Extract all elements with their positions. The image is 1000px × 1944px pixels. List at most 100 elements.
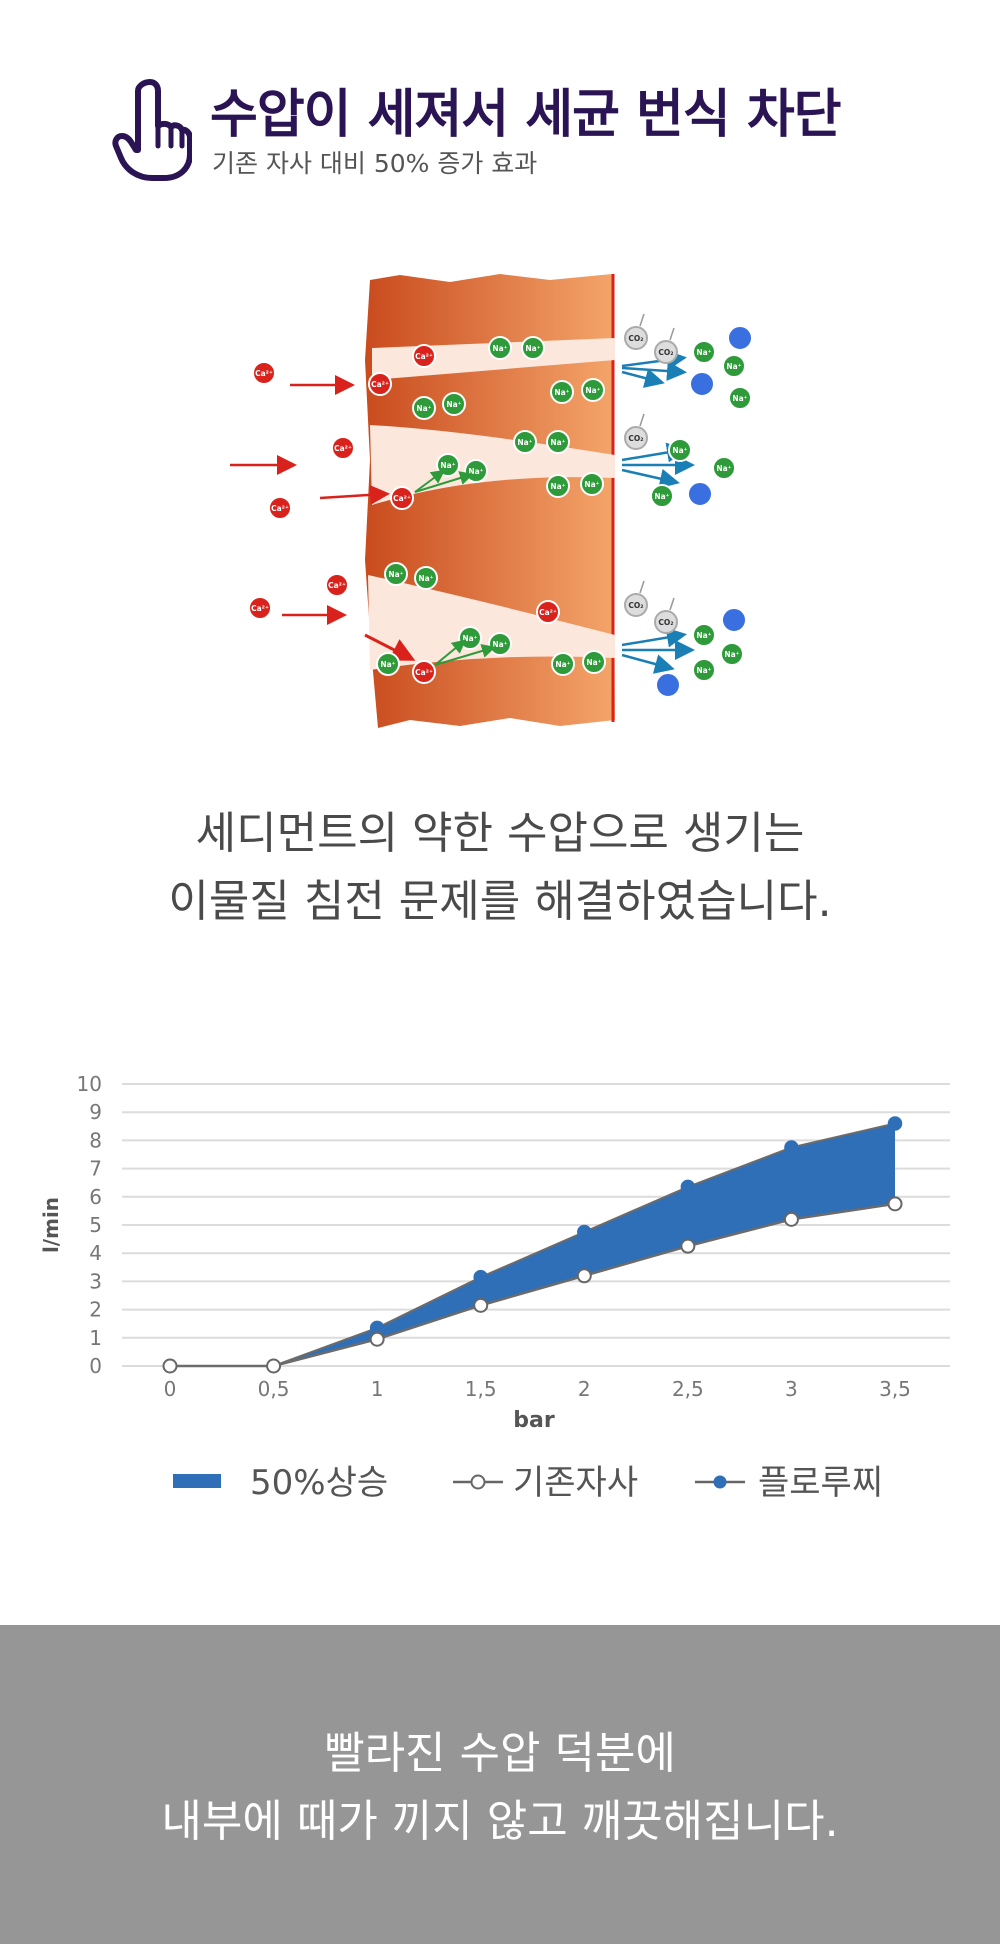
legend-label-band: 50%상승 [250,1463,388,1503]
svg-text:Na⁺: Na⁺ [732,394,747,403]
footer-line-1: 빨라진 수압 덕분에 [324,1728,676,1779]
ion-exchange-diagram: Ca²⁺ Ca²⁺ Ca²⁺ Ca²⁺ Ca²⁺ Ca²⁺ Ca²⁺ Ca²⁺ Ca²⁺ Ca²⁺… [230,274,753,728]
svg-text:Na⁺: Na⁺ [726,362,741,371]
point-base [266,1358,282,1374]
legend-swatch-top-marker [713,1475,727,1489]
svg-text:Na⁺: Na⁺ [550,482,565,491]
point-base [887,1196,903,1212]
svg-text:Na⁺: Na⁺ [380,660,395,669]
ca-ion-inside-3: Ca²⁺ [390,486,414,510]
chart-line-base [170,1202,896,1368]
svg-text:Na⁺: Na⁺ [418,574,433,583]
svg-text:CO₂: CO₂ [658,618,673,627]
y-tick-label: 2 [89,1298,102,1322]
point-top [887,1116,903,1131]
chart-x-label: bar [513,1408,555,1433]
na-ion-out-2: Na⁺ [722,354,746,378]
svg-text:Na⁺: Na⁺ [440,461,455,470]
x-tick-label: 3 [785,1377,798,1401]
chart-band-area [170,1123,895,1366]
x-tick-label: 1,5 [465,1377,497,1401]
x-tick-label: 2,5 [672,1377,704,1401]
svg-text:CO₂: CO₂ [628,601,643,610]
blue-ion-5 [655,672,681,698]
channel-2 [370,425,615,505]
x-tick-label: 1 [371,1377,384,1401]
point-top [577,1224,592,1240]
description-line-2: 이물질 침전 문제를 해결하였습니다. [168,876,832,927]
chart-line-top [170,1122,896,1367]
svg-text:Na⁺: Na⁺ [550,438,565,447]
svg-text:Ca²⁺: Ca²⁺ [328,581,346,590]
blue-ion-1 [727,325,753,351]
point-top [784,1140,799,1155]
co2-ion-1: CO₂ [624,313,648,350]
description-line-1: 세디먼트의 약한 수압으로 생기는 [195,808,805,859]
blue-ion-4 [721,607,747,633]
ca-ion-inside-5: Ca²⁺ [412,660,436,684]
y-tick-label: 3 [89,1269,102,1293]
footer-line-2: 내부에 때가 끼지 않고 깨끗해집니다. [161,1796,839,1847]
svg-text:Na⁺: Na⁺ [696,666,711,675]
na-ion-5: Na⁺ [550,380,574,404]
svg-text:Na⁺: Na⁺ [492,640,507,649]
svg-text:Na⁺: Na⁺ [584,480,599,489]
y-tick-label: 10 [77,1072,102,1096]
blue-ion-3 [687,481,713,507]
chart-y-label: l/min [39,1197,63,1253]
na-ion-4: Na⁺ [442,392,466,416]
na-ion-1: Na⁺ [488,336,512,360]
point-top [680,1179,696,1195]
svg-text:Ca²⁺: Ca²⁺ [415,352,433,361]
svg-text:CO₂: CO₂ [628,434,643,443]
na-ion-out-1: Na⁺ [692,340,716,364]
na-ion-11: Na⁺ [546,474,570,498]
point-base [576,1268,592,1284]
svg-text:Ca²⁺: Ca²⁺ [415,668,433,677]
svg-text:Na⁺: Na⁺ [554,388,569,397]
point-base [369,1331,385,1347]
na-ion-18: Na⁺ [551,652,575,676]
svg-text:Na⁺: Na⁺ [555,660,570,669]
hand-pointing-up-icon [112,79,192,181]
outflow-arrow-3 [621,368,665,388]
svg-text:Na⁺: Na⁺ [586,658,601,667]
point-base [162,1358,178,1374]
ca-ion-left-5: Ca²⁺ [248,596,272,620]
svg-text:Na⁺: Na⁺ [492,344,507,353]
na-ion-out-6: Na⁺ [650,484,674,508]
svg-text:Ca²⁺: Ca²⁺ [271,504,289,513]
svg-text:Na⁺: Na⁺ [446,400,461,409]
y-tick-label: 1 [89,1326,102,1350]
ca-ion-inside-4: Ca²⁺ [536,600,560,624]
legend-swatch-base-marker [470,1474,486,1490]
exchange-arrow-1 [414,469,446,493]
na-ion-14: Na⁺ [414,566,438,590]
header: 수압이 세져서 세균 번식 차단 기존 자사 대비 50% 증가 효과 [112,70,912,190]
svg-text:Na⁺: Na⁺ [696,348,711,357]
na-ion-13: Na⁺ [384,562,408,586]
y-tick-label: 4 [89,1241,102,1265]
svg-text:Ca²⁺: Ca²⁺ [251,604,269,613]
svg-text:Na⁺: Na⁺ [696,631,711,640]
y-tick-label: 9 [89,1100,102,1124]
x-tick-label: 3,5 [879,1377,911,1401]
inflow-arrow-3 [319,484,390,505]
point-base [473,1297,489,1313]
na-ion-out-4: Na⁺ [668,438,692,462]
svg-text:Ca²⁺: Ca²⁺ [371,380,389,389]
co2-ion-5: CO₂ [654,597,678,634]
co2-ion-3: CO₂ [624,413,648,450]
outflow-arrow-9 [621,653,675,674]
legend-label-base: 기존자사 [513,1463,638,1503]
y-tick-label: 7 [89,1157,102,1181]
point-top [473,1269,488,1285]
outflow-arrow-2 [621,361,687,381]
svg-text:Na⁺: Na⁺ [716,464,731,473]
na-ion-6: Na⁺ [581,378,605,402]
na-ion-out-3: Na⁺ [728,386,752,410]
na-ion-16: Na⁺ [488,632,512,656]
point-base [680,1238,696,1254]
svg-text:Na⁺: Na⁺ [672,446,687,455]
